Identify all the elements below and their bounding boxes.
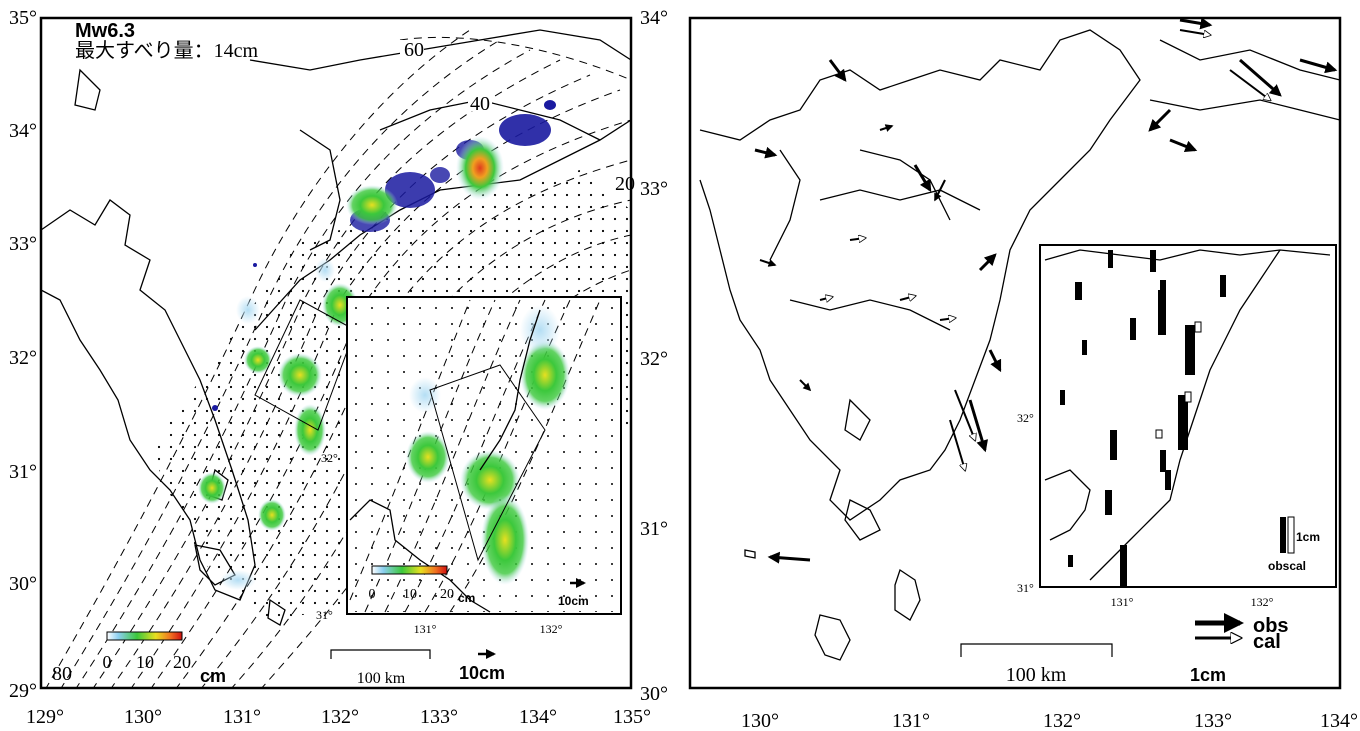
svg-text:132°: 132° — [1043, 710, 1081, 731]
left-lon-axis: 129° 130° 131° 132° 133° 134° 135° — [26, 706, 651, 728]
right-scale-bar — [960, 643, 1113, 657]
svg-text:10: 10 — [136, 652, 154, 672]
svg-text:34°: 34° — [9, 120, 37, 142]
svg-text:134°: 134° — [1320, 710, 1358, 731]
vertical-displacement-bars — [1060, 250, 1226, 587]
svg-text:20: 20 — [173, 652, 191, 672]
left-vector-label: 10cm — [459, 663, 505, 683]
right-inset-labels: 32° 31° 131° 132° 1cm obscal — [1017, 411, 1320, 609]
svg-text:obscal: obscal — [1268, 559, 1306, 573]
left-inset — [346, 296, 622, 615]
svg-text:32°: 32° — [321, 451, 338, 465]
svg-text:33°: 33° — [9, 233, 37, 255]
slip-colorbar — [106, 631, 183, 641]
svg-text:29°: 29° — [9, 680, 37, 702]
svg-text:129°: 129° — [26, 706, 64, 728]
svg-text:32°: 32° — [9, 347, 37, 369]
svg-text:32°: 32° — [640, 348, 668, 370]
left-scale-bar — [330, 649, 431, 659]
svg-text:33°: 33° — [640, 178, 668, 200]
right-map — [688, 16, 1342, 690]
svg-text:130°: 130° — [124, 706, 162, 728]
legend-obs-label: obs — [1253, 615, 1289, 637]
svg-text:10cm: 10cm — [558, 594, 589, 608]
svg-text:20: 20 — [615, 173, 635, 195]
left-map — [39, 16, 633, 690]
right-coastlines — [699, 29, 1340, 661]
svg-text:34°: 34° — [640, 7, 668, 29]
svg-text:35°: 35° — [9, 7, 37, 29]
svg-text:0: 0 — [103, 652, 112, 672]
gnss-vectors — [754, 18, 1338, 564]
svg-text:32°: 32° — [1017, 411, 1034, 425]
svg-text:0: 0 — [369, 587, 376, 602]
svg-text:30°: 30° — [9, 573, 37, 595]
svg-text:cm: cm — [200, 666, 226, 686]
right-vector-label: 1cm — [1190, 665, 1226, 685]
slip-patches — [198, 136, 504, 590]
svg-text:134°: 134° — [519, 706, 557, 728]
right-inset — [1039, 244, 1337, 588]
left-scale-label: 100 km — [357, 670, 406, 687]
svg-text:1cm: 1cm — [1296, 530, 1320, 544]
svg-text:31°: 31° — [640, 518, 668, 540]
right-frame — [688, 16, 1342, 690]
left-frame — [39, 16, 633, 690]
svg-text:20: 20 — [440, 587, 454, 602]
svg-text:10: 10 — [403, 587, 417, 602]
svg-text:31°: 31° — [9, 461, 37, 483]
svg-text:131°: 131° — [892, 710, 930, 731]
right-lat-axis: 34° 33° 32° 31° 30° — [640, 7, 668, 705]
svg-text:131°: 131° — [1111, 595, 1134, 609]
svg-text:132°: 132° — [1251, 595, 1274, 609]
magnitude-label: Mw6.3 — [75, 20, 135, 42]
svg-text:130°: 130° — [741, 710, 779, 731]
svg-text:132°: 132° — [321, 706, 359, 728]
svg-text:131°: 131° — [223, 706, 261, 728]
svg-text:132°: 132° — [540, 622, 563, 636]
left-inset-labels: 32° 31° 131° 132° 0 10 20 cm 10cm — [316, 451, 589, 636]
svg-text:60: 60 — [404, 39, 424, 61]
contour-labels: 60 40 20 80 — [52, 39, 635, 685]
right-lon-axis: 130° 131° 132° 133° 134° — [741, 710, 1358, 731]
max-slip-label: 最大すべり量：14cm — [75, 39, 258, 62]
svg-text:133°: 133° — [1194, 710, 1232, 731]
svg-text:30°: 30° — [640, 683, 668, 705]
svg-text:133°: 133° — [420, 706, 458, 728]
legend-cal-label: cal — [1253, 631, 1281, 653]
svg-text:31°: 31° — [316, 608, 333, 622]
left-lat-axis: 35° 34° 33° 32° 31° 30° 29° — [9, 7, 37, 702]
svg-text:131°: 131° — [414, 622, 437, 636]
svg-text:80: 80 — [52, 663, 72, 685]
left-coastlines — [41, 29, 631, 626]
svg-text:31°: 31° — [1017, 581, 1034, 595]
svg-text:40: 40 — [470, 93, 490, 115]
svg-text:cm: cm — [458, 591, 475, 605]
right-scale-label: 100 km — [1006, 664, 1067, 686]
svg-text:135°: 135° — [613, 706, 651, 728]
colorbar-ticks: 0 10 20 cm — [103, 652, 227, 686]
